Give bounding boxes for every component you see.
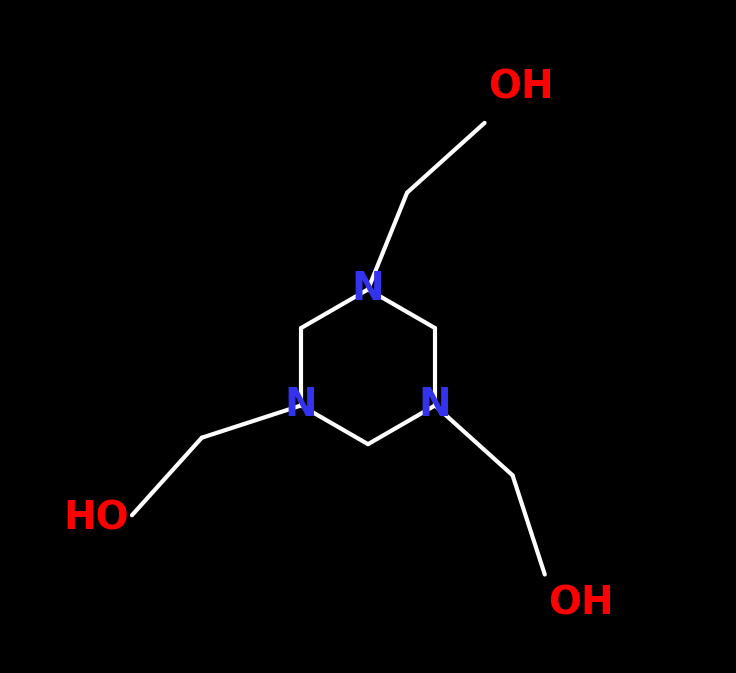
Text: HO: HO — [63, 499, 129, 538]
Text: N: N — [352, 271, 384, 308]
Text: OH: OH — [488, 68, 553, 106]
Text: N: N — [419, 386, 451, 425]
Text: OH: OH — [548, 585, 614, 623]
Text: N: N — [285, 386, 317, 425]
